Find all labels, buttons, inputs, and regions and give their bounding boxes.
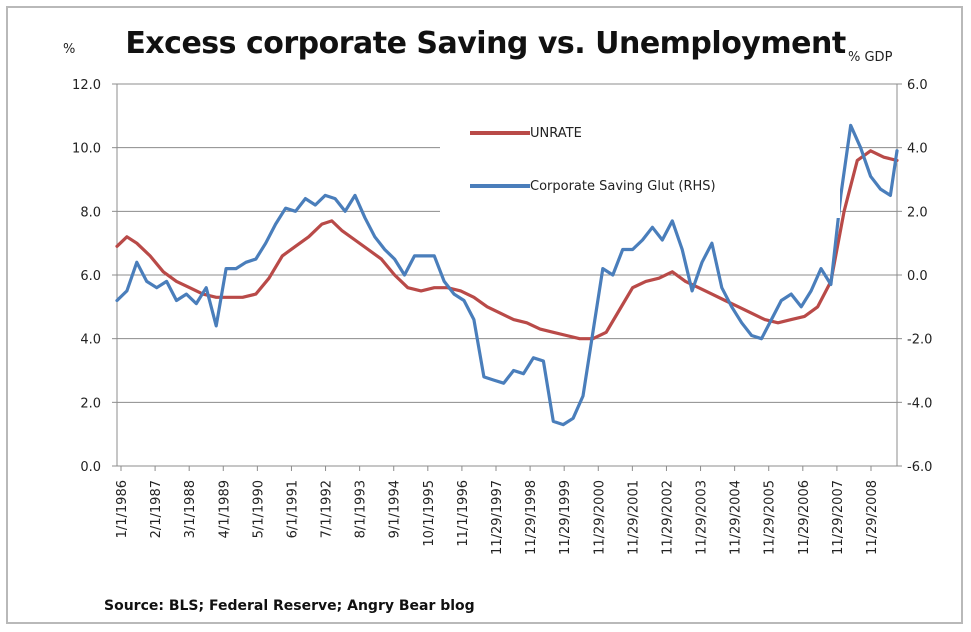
right-y-tick-label: 2.0 [907,205,928,220]
x-tick-label: 9/1/1994 [388,480,403,538]
x-tick-label: 11/29/2001 [626,480,641,555]
x-tick-label: 11/1/1996 [456,480,471,547]
x-tick-label: 11/29/2000 [592,480,607,555]
left-y-tick-label: 0.0 [80,460,101,475]
legend-label-saving: Corporate Saving Glut (RHS) [530,179,716,194]
x-tick-label: 8/1/1993 [354,480,369,538]
x-tick-label: 11/29/2002 [660,480,675,555]
x-tick-label: 11/29/2006 [797,480,812,555]
series-line-saving [115,123,899,427]
x-tick-label: 11/29/2004 [729,480,744,555]
series-lines [115,123,899,427]
x-tick-label: 7/1/1992 [320,480,335,538]
right-y-tick-label: -2.0 [907,333,932,348]
left-y-tick-label: 4.0 [80,333,101,348]
axes [112,83,902,471]
x-tick-label: 11/29/2005 [763,480,778,555]
right-y-tick-label: -4.0 [907,396,932,411]
x-tick-label: 5/1/1990 [251,480,266,538]
legend-label-unrate: UNRATE [530,126,582,141]
x-tick-label: 3/1/1988 [183,480,198,538]
left-y-tick-label: 8.0 [80,205,101,220]
chart-title: Excess corporate Saving vs. Unemployment [125,26,846,61]
left-y-tick-label: 12.0 [72,78,101,93]
x-tick-label: 11/29/1999 [558,480,573,555]
x-tick-label: 10/1/1995 [422,480,437,547]
x-tick-label: 11/29/2007 [831,480,846,555]
x-tick-label: 2/1/1987 [149,480,164,538]
source-note: Source: BLS; Federal Reserve; Angry Bear… [104,598,475,614]
left-axis-unit-label: % [63,42,76,57]
x-tick-label: 11/29/2008 [865,480,880,555]
left-y-tick-label: 2.0 [80,396,101,411]
x-tick-labels: 1/1/1986 2/1/1987 3/1/1988 4/1/1989 5/1/1990… [115,480,880,555]
right-y-tick-label: -6.0 [907,460,932,475]
right-y-tick-label: 0.0 [907,269,928,284]
x-tick-label: 6/1/1991 [285,480,300,538]
left-y-tick-labels: 0.0 2.0 4.0 6.0 8.0 10.0 12.0 [72,78,101,475]
right-y-tick-label: 6.0 [907,78,928,93]
left-y-tick-label: 10.0 [72,142,101,157]
right-axis-unit-label: % GDP [848,50,893,65]
left-y-tick-label: 6.0 [80,269,101,284]
gridlines [117,83,897,403]
x-tick-label: 4/1/1989 [217,480,232,538]
right-y-tick-label: 4.0 [907,142,928,157]
series-line-unrate [115,149,899,341]
x-tick-label: 11/29/1998 [524,480,539,555]
x-tick-label: 11/29/2003 [695,480,710,555]
x-tick-label: 11/29/1997 [490,480,505,555]
legend: UNRATE Corporate Saving Glut (RHS) [440,118,840,218]
right-y-tick-labels: -6.0 -4.0 -2.0 0.0 2.0 4.0 6.0 [907,78,932,475]
x-tick-label: 1/1/1986 [115,480,130,538]
